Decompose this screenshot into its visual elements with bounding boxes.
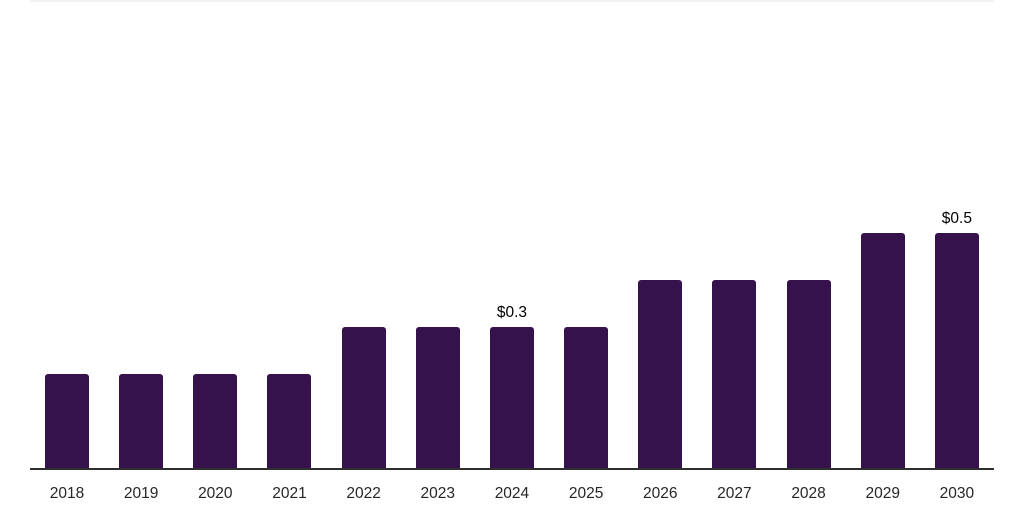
- tick-label-2024: 2024: [494, 485, 530, 502]
- tick-label-2020: 2020: [198, 485, 233, 502]
- data-label-2030: $0.5: [941, 210, 972, 227]
- tick-label-2030: 2030: [939, 485, 975, 502]
- bar-2024[interactable]: $0.3: [489, 304, 534, 468]
- plot-area: $0.3 $0.5: [30, 0, 994, 470]
- tick-label-2019: 2019: [123, 485, 159, 502]
- tick-label-2021: 2021: [272, 485, 307, 502]
- bars-container: $0.3 $0.5: [45, 2, 979, 468]
- bar-2026[interactable]: [638, 280, 683, 468]
- bar-2027[interactable]: [712, 280, 757, 468]
- bar-2029[interactable]: [860, 233, 905, 468]
- bar-2022[interactable]: [341, 327, 386, 468]
- bar-2030[interactable]: $0.5: [934, 210, 979, 468]
- tick-label-2018: 2018: [49, 485, 85, 502]
- bar-2018[interactable]: [45, 374, 89, 468]
- bar-2025[interactable]: [564, 327, 609, 468]
- x-axis-tick-labels: 2018 2019 2020 2021 2022 2023 2024 2025 2026 2027…: [45, 485, 979, 503]
- tick-label-2022: 2022: [346, 485, 381, 502]
- tick-label-2027: 2027: [717, 485, 752, 502]
- bar-2019[interactable]: [119, 374, 164, 468]
- bar-2028[interactable]: [786, 280, 831, 468]
- tick-label-2026: 2026: [643, 485, 678, 502]
- tick-label-2029: 2029: [865, 485, 900, 502]
- bar-2021[interactable]: [267, 374, 312, 468]
- tick-label-2025: 2025: [568, 485, 604, 502]
- bar-2023[interactable]: [415, 327, 460, 468]
- tick-label-2028: 2028: [791, 485, 826, 502]
- bar-2020[interactable]: [193, 374, 238, 468]
- tick-label-2023: 2023: [420, 485, 456, 502]
- data-label-2024: $0.3: [496, 304, 528, 321]
